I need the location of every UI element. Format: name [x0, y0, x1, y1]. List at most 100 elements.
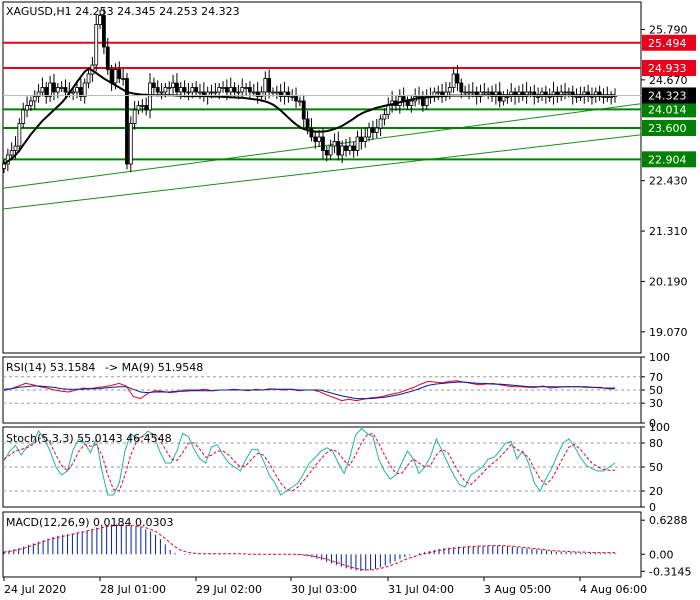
candle-body — [528, 91, 533, 94]
rsi-ytick-label: 0 — [649, 417, 656, 430]
time-tick-label: 3 Aug 05:00 — [484, 583, 551, 596]
candle-body — [321, 136, 325, 151]
time-tick-label: 28 Jul 01:00 — [100, 583, 166, 596]
time-tick-label: 4 Aug 06:00 — [580, 583, 647, 596]
candle-body — [536, 96, 541, 98]
current-price-label: 24.323 — [648, 89, 687, 102]
candle-body — [455, 73, 460, 84]
stochastic-ytick-label: 50 — [649, 461, 663, 474]
candle-body — [36, 91, 41, 97]
level-badge — [642, 120, 696, 136]
candle-body — [547, 96, 552, 98]
level-label: 23.600 — [648, 122, 687, 135]
price-ytick-label: 20.190 — [649, 275, 688, 288]
candle-body — [59, 87, 64, 89]
time-tick-label: 31 Jul 04:00 — [388, 583, 454, 596]
candle-body — [125, 78, 129, 165]
candle-body — [25, 105, 29, 111]
candle-body — [263, 78, 268, 93]
candle-body — [94, 24, 99, 66]
time-tick-label: 24 Jul 2020 — [4, 583, 66, 596]
candle-body — [40, 87, 45, 93]
candle-body — [132, 109, 137, 124]
candle-body — [409, 100, 414, 106]
moving-average-line — [3, 67, 615, 165]
price-panel[interactable]: 25.790 24.670 22.430 21.310 20.190 19.070 25.4… — [2, 1, 697, 354]
rsi-ytick-label: 50 — [649, 384, 663, 397]
candle-body — [194, 87, 199, 93]
candle-body — [236, 91, 241, 94]
macd-frame — [2, 511, 642, 578]
candle-body — [301, 100, 306, 120]
candle-body — [228, 87, 233, 93]
candle-body — [217, 87, 222, 93]
candle-body — [501, 96, 506, 102]
price-ytick-label: 21.310 — [649, 225, 688, 238]
candle-body — [32, 96, 37, 102]
candle-body — [467, 91, 471, 94]
candle-body — [28, 100, 33, 106]
level-label: 25.494 — [648, 37, 687, 50]
candle-body — [605, 96, 610, 98]
candle-body — [447, 87, 452, 93]
level-label: 24.014 — [648, 103, 687, 116]
candle-body — [155, 87, 160, 93]
candle-body — [463, 91, 468, 94]
candle-body — [140, 105, 145, 107]
candle-body — [178, 87, 183, 93]
stochastic-ytick-label: 20 — [649, 485, 663, 498]
rsi-ytick-label: 70 — [649, 371, 663, 384]
candle-body — [286, 91, 291, 97]
level-label: 22.904 — [648, 153, 687, 166]
candle-body — [167, 87, 172, 89]
candle-body — [17, 123, 22, 147]
rsi-ytick-label: 30 — [649, 397, 663, 410]
candle-body — [305, 118, 310, 129]
macd-panel-title: MACD(12,26,9) 0.0184 0.0303 — [6, 516, 174, 529]
candle-body — [128, 123, 133, 165]
candle-body — [248, 87, 252, 93]
candle-body — [163, 87, 168, 93]
candle-body — [332, 141, 337, 147]
candle-body — [9, 150, 14, 156]
candle-body — [601, 96, 606, 98]
rsi-ma-label: -> MA(9) 51.9548 — [105, 361, 203, 374]
macd-ytick-label: -0.3145 — [649, 565, 691, 578]
candle-body — [240, 87, 245, 93]
time-tick-label: 30 Jul 03:00 — [291, 583, 357, 596]
candle-body — [21, 109, 26, 124]
candle-body — [259, 91, 264, 97]
candle-body — [451, 73, 456, 88]
candle-body — [294, 96, 298, 102]
rsi-ytick-label: 100 — [649, 351, 670, 364]
candle-body — [151, 82, 156, 88]
macd-panel[interactable]: 0.6288 0.00 -0.3145 — [2, 511, 691, 578]
candle-body — [171, 82, 175, 88]
candle-body — [144, 105, 149, 111]
candle-body — [497, 91, 502, 102]
candle-body — [148, 82, 152, 111]
candle-body — [317, 136, 322, 142]
candle-body — [232, 87, 237, 93]
candle-body — [109, 69, 114, 84]
candle-body — [274, 91, 279, 94]
candle-body — [590, 96, 594, 98]
price-panel-title: XAGUSD,H1 24.253 24.345 24.253 24.323 — [6, 5, 240, 18]
candle-body — [574, 96, 579, 98]
candle-body — [71, 91, 76, 94]
candle-body — [359, 136, 364, 142]
candle-body — [75, 87, 79, 93]
level-badge — [642, 101, 696, 118]
candle-body — [48, 82, 53, 97]
candle-body — [255, 91, 260, 97]
candle-body — [609, 96, 614, 98]
candle-body — [271, 91, 275, 94]
candle-body — [578, 96, 583, 98]
candle-body — [159, 91, 164, 94]
stochastic-panel[interactable]: 100 80 50 20 0 — [2, 421, 670, 514]
candle-body — [186, 91, 191, 94]
candle-body — [198, 91, 202, 94]
candle-body — [371, 127, 375, 133]
